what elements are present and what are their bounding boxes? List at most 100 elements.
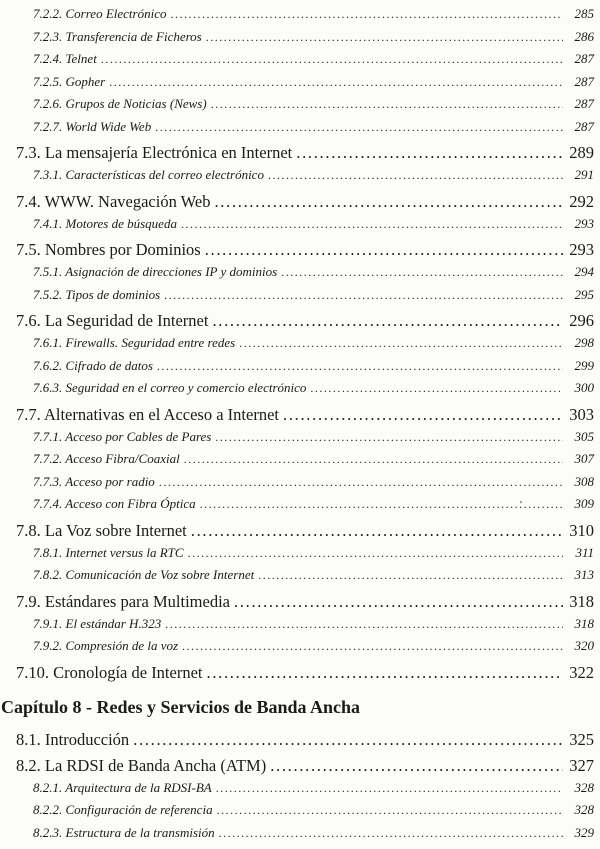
toc-entry-label: 8.1. Introducción [16, 729, 130, 749]
toc-entry: 7.3. La mensajería Electrónica en Intern… [0, 141, 594, 164]
toc-entry: 7.6. La Seguridad de Internet 296 [0, 309, 594, 332]
toc-entry-label: 7.6.1. Firewalls. Seguridad entre redes [33, 335, 236, 350]
toc-entry-label: 7.7.3. Acceso por radio [33, 473, 155, 489]
toc-entry-page: 289 [569, 143, 594, 162]
toc-entry: 8.1. Introducción 325 [0, 728, 594, 751]
toc-entry: 7.2.2. Correo Electrónico 285 [0, 3, 594, 26]
toc-entry-page: 313 [574, 567, 595, 582]
dot-leader [157, 355, 563, 378]
dot-leader [216, 777, 563, 800]
toc-entry-label: 7.2.3. Transferencia de Ficheros [33, 28, 202, 44]
toc-entry-page: 327 [569, 755, 594, 775]
dot-leader [159, 471, 563, 494]
dot-leader [164, 284, 563, 307]
toc-entry-page: 293 [569, 240, 594, 259]
toc-entry-label: 7.3. La mensajería Electrónica en Intern… [16, 143, 293, 162]
chapter-heading: Capítulo 8 - Redes y Servicios de Banda … [0, 694, 594, 720]
toc-entry-page: 299 [574, 357, 595, 373]
toc-entry-label: 7.5. Nombres por Dominios [16, 240, 201, 259]
toc-entry-label: 7.6.3. Seguridad en el correo y comercio… [33, 380, 307, 395]
toc-entry-label: 8.2.2. Configuración de referencia [33, 802, 213, 817]
toc-entry-label: Capítulo 8 - Redes y Servicios de Banda … [1, 696, 361, 717]
toc-entry-page: 286 [574, 28, 595, 44]
toc-entry-page: 328 [574, 802, 595, 817]
toc-entry-page: 291 [574, 167, 595, 182]
toc-entry-label: 7.10. Cronología de Internet [16, 662, 203, 682]
toc-entry: 7.8.2. Comunicación de Voz sobre Interne… [0, 564, 594, 587]
toc-entry-label: 7.8.2. Comunicación de Voz sobre Interne… [33, 567, 255, 582]
toc-entry: 7.8.1. Internet versus la RTC 311 [0, 542, 594, 565]
dot-leader [133, 728, 563, 751]
toc-entry-page: 287 [574, 51, 595, 66]
toc-entry: 7.6.1. Firewalls. Seguridad entre redes … [0, 332, 594, 355]
toc-entry-label: 7.8.1. Internet versus la RTC [33, 544, 184, 560]
dot-leader [165, 613, 563, 636]
toc-entry-page: 292 [569, 191, 594, 211]
toc-entry-label: 7.3.1. Características del correo electr… [33, 167, 264, 182]
toc-entry-page: 305 [574, 428, 595, 444]
dot-leader [207, 661, 564, 684]
toc-entry-label: 7.5.1. Asignación de direcciones IP y do… [33, 264, 278, 279]
dot-leader [234, 590, 563, 613]
dot-leader [270, 754, 563, 777]
dot-leader [206, 26, 563, 49]
toc-entry-label: 7.6. La Seguridad de Internet [16, 311, 209, 330]
dot-leader [200, 493, 563, 516]
toc-entry-page: 322 [569, 662, 594, 682]
toc-entry-page: 287 [574, 96, 595, 111]
toc-entry-page: 329 [574, 824, 595, 840]
dot-leader [258, 564, 563, 587]
toc-entry: 8.2. La RDSI de Banda Ancha (ATM) 327 [0, 754, 594, 777]
toc-entry: 7.4.1. Motores de búsqueda 293 [0, 213, 594, 236]
dot-leader [155, 116, 563, 139]
toc-entry: 8.2.3. Estructura de la transmisión 329 [0, 822, 594, 845]
toc-entry-label: 8.2. La RDSI de Banda Ancha (ATM) [16, 755, 267, 775]
dot-leader [184, 448, 563, 471]
dot-leader [215, 426, 563, 449]
toc-entry-label: 7.5.2. Tipos de dominios [33, 286, 161, 302]
dot-leader [191, 519, 563, 542]
toc-entry: 7.2.7. World Wide Web 287 [0, 116, 594, 139]
toc-entry: 7.7. Alternativas en el Acceso a Interne… [0, 403, 594, 426]
toc-entry: 7.5.1. Asignación de direcciones IP y do… [0, 261, 594, 284]
dot-leader [217, 799, 563, 822]
toc-entry: 8.2.1. Arquitectura de la RDSI-BA 328 [0, 777, 594, 800]
toc-entry: 7.9.2. Compresión de la voz 320 [0, 635, 594, 658]
toc-entry: 7.4. WWW. Navegación Web 292 [0, 190, 594, 213]
dot-leader [188, 542, 563, 565]
dot-leader [182, 635, 563, 658]
toc-entry-page: 307 [574, 451, 595, 466]
toc-entry: 7.7.4. Acceso con Fibra Óptica ' 309 [0, 493, 594, 516]
toc-entry: 7.2.5. Gopher 287 [0, 71, 594, 94]
toc-entry-label: 7.9. Estándares para Multimedia [16, 591, 230, 611]
toc-entry: 7.2.3. Transferencia de Ficheros 286 [0, 26, 594, 49]
toc-entry: 7.5.2. Tipos de dominios 295 [0, 284, 594, 307]
toc-entry-label: 7.9.2. Compresión de la voz [33, 638, 179, 653]
toc-entry-page: 309 [574, 496, 595, 511]
toc-entry-label: 8.2.1. Arquitectura de la RDSI-BA [33, 779, 212, 795]
toc-entry: 7.7.3. Acceso por radio 308 [0, 471, 594, 494]
dot-leader [181, 213, 563, 236]
toc-entry: 7.2.6. Grupos de Noticias (News) 287 [0, 93, 594, 116]
toc-entry: 7.6.2. Cifrado de datos 299 [0, 355, 594, 378]
toc-entry-page: 285 [574, 6, 595, 21]
toc-entry-label: 8.2.3. Estructura de la transmisión [33, 824, 215, 840]
scan-artifact: ' [520, 498, 522, 511]
dot-leader [170, 3, 563, 26]
toc-entry-page: 298 [574, 335, 595, 350]
toc-entry-label: 7.4. WWW. Navegación Web [16, 191, 211, 211]
toc-entry-page: 310 [569, 520, 594, 540]
dot-leader [214, 190, 563, 213]
toc-entry-page: 287 [574, 118, 595, 134]
toc-entry-page: 318 [574, 615, 595, 631]
toc-entry-page: 318 [569, 591, 594, 611]
toc-entry: 7.2.4. Telnet 287 [0, 48, 594, 71]
toc-entry-page: 311 [575, 544, 594, 560]
toc-entry-label: 7.9.1. El estándar H.323 [33, 615, 162, 631]
toc-entry: 7.5. Nombres por Dominios 293 [0, 238, 594, 261]
toc-entry: 7.7.2. Acceso Fibra/Coaxial 307 [0, 448, 594, 471]
dot-leader [296, 141, 563, 164]
dot-leader [268, 164, 563, 187]
toc-entry-label: 7.6.2. Cifrado de datos [33, 357, 153, 373]
